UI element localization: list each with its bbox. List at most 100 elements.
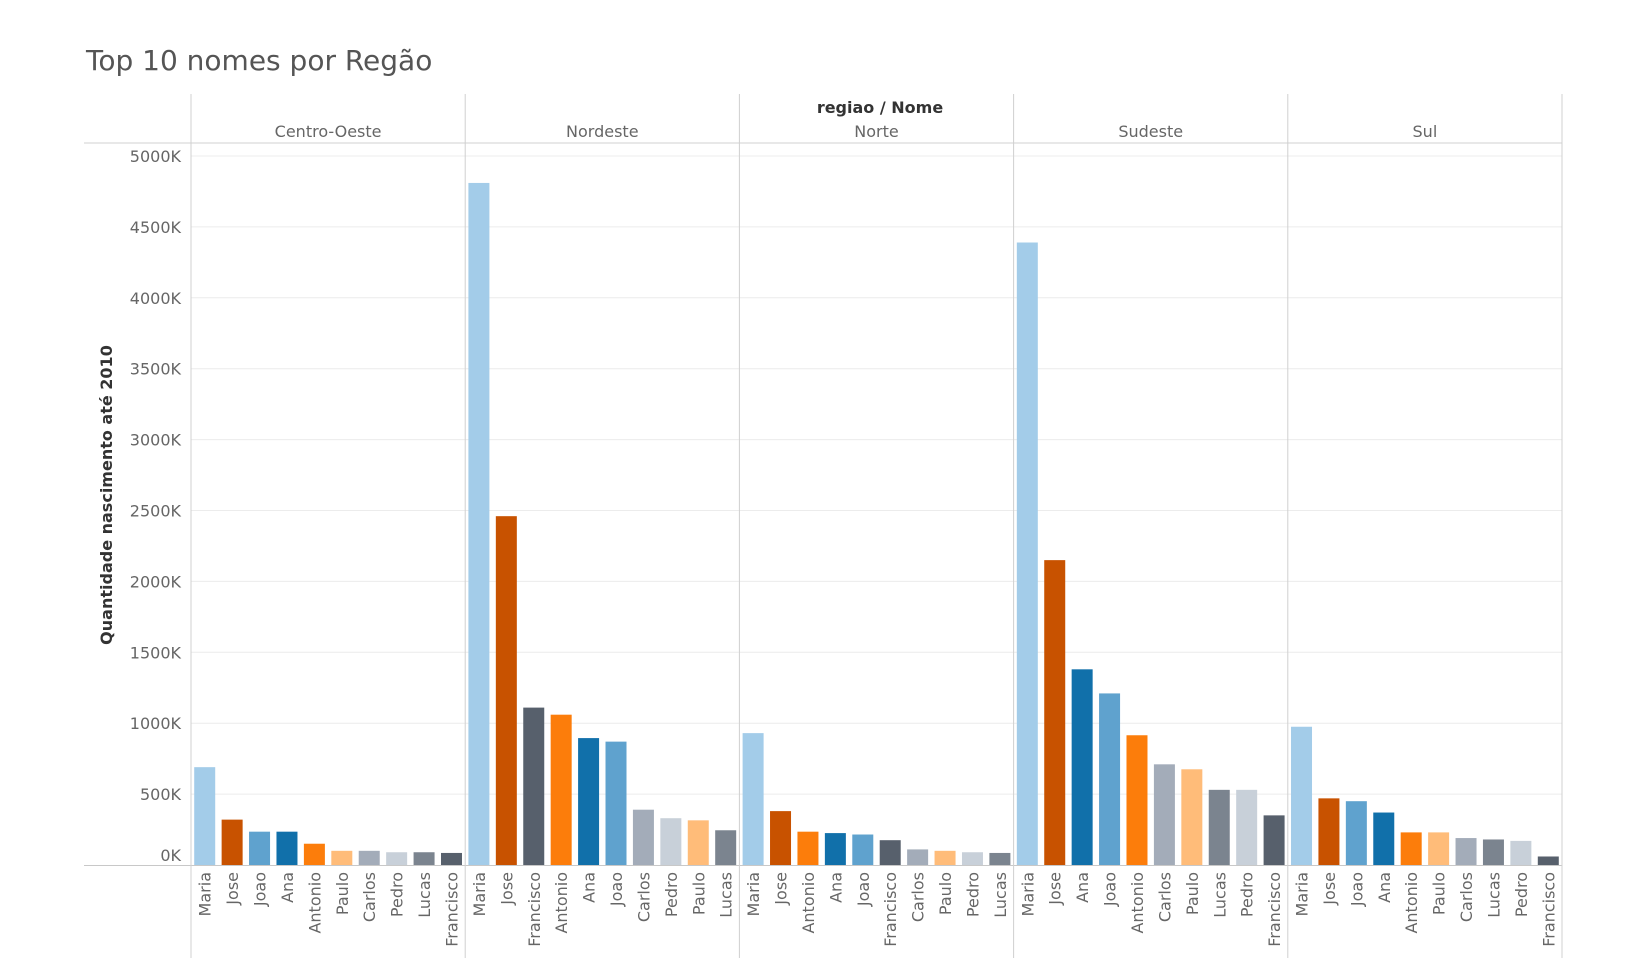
bar [386,852,408,865]
bar [1126,735,1148,865]
x-tick-label: Lucas [991,872,1010,918]
bar [989,852,1011,865]
bar [523,707,545,865]
bar [1181,769,1203,865]
panel-label: Sudeste [1118,122,1183,141]
x-tick-label: Antonio [1402,872,1421,934]
x-tick-label: Antonio [552,872,571,934]
chart-title: Top 10 nomes por Regão [86,44,433,77]
y-tick-label: 4000K [130,289,182,308]
bar [660,818,682,865]
y-tick-label: 2000K [130,572,182,591]
x-tick-label: Joao [854,872,873,907]
x-tick-label: Francisco [442,872,461,947]
bar [632,809,654,865]
y-tick-label: 500K [140,785,182,804]
y-axis: 0K 500K 1000K 1500K 2000K 2500K 3000K 3500K 4000… [130,147,182,865]
panel-label: Sul [1413,122,1438,141]
x-tick-label: Francisco [881,872,900,947]
bar [1510,840,1532,865]
x-tick-label: Antonio [799,872,818,934]
x-tick-label: Pedro [662,872,681,917]
bar [303,843,325,865]
x-tick-label: Maria [470,872,489,916]
x-tick-label: Paulo [689,872,708,915]
x-tick-label: Antonio [1128,872,1147,934]
bar [413,852,435,865]
bar [879,840,901,865]
x-tick-label: Joao [1347,872,1366,907]
x-tick-label: Francisco [1265,872,1284,947]
x-tick-label: Francisco [525,872,544,947]
y-tick-label: 4500K [130,218,182,237]
x-tick-label: Maria [1293,872,1312,916]
bar [221,819,243,865]
x-tick-label: Francisco [1539,872,1558,947]
x-tick-label: Carlos [1155,872,1174,922]
header-label: regiao / Nome [817,98,944,117]
bar [495,516,517,865]
bar [1208,789,1230,865]
x-tick-label: Paulo [1430,872,1449,915]
x-tick-label: Paulo [333,872,352,915]
bar [440,852,462,865]
x-tick-label: Paulo [1183,872,1202,915]
bar [331,850,353,865]
x-tick-label: Maria [744,872,763,916]
bar [934,850,956,865]
x-tick-label: Jose [1046,872,1065,906]
x-tick-label: Jose [1320,872,1339,906]
x-tick-label: Jose [497,872,516,906]
bar [1345,801,1367,865]
bar [1455,838,1477,865]
bar [1537,856,1559,865]
x-tick-label: Ana [278,872,297,903]
bar [1373,812,1395,865]
bar [715,830,737,865]
gridlines [191,155,1562,795]
y-tick-label: 1500K [130,643,182,662]
x-tick-label: Jose [223,872,242,906]
bar [907,849,929,865]
x-tick-label: Lucas [1210,872,1229,918]
bar [687,820,709,865]
bar [276,831,298,865]
bar [1291,726,1313,865]
x-tick-label: Pedro [1238,872,1257,917]
x-tick-label: Carlos [360,872,379,922]
x-tick-label: Antonio [305,872,324,934]
x-tick-label: Lucas [415,872,434,918]
y-tick-label: 2500K [130,502,182,521]
y-tick-label: 5000K [130,147,182,166]
x-tick-label: Pedro [963,872,982,917]
bar [770,811,792,865]
y-tick-label: 3000K [130,431,182,450]
bar [1016,242,1038,866]
bar [249,831,271,865]
labels: Centro-Oeste Maria Jose Joao Ana Antonio Paulo… [196,122,1559,947]
bar [550,714,572,865]
x-tick-label: Carlos [1457,872,1476,922]
bar [578,738,600,865]
x-tick-label: Ana [580,872,599,903]
panel-label: Nordeste [566,122,639,141]
y-tick-label: 3500K [130,360,182,379]
x-tick-label: Maria [1018,872,1037,916]
x-tick-label: Ana [1375,872,1394,903]
x-tick-label: Lucas [717,872,736,918]
bar [1482,839,1504,865]
x-tick-label: Ana [826,872,845,903]
x-tick-label: Joao [607,872,626,907]
x-tick-label: Carlos [634,872,653,922]
bar [605,741,627,865]
chart-frame [84,94,1563,958]
bar [194,767,216,865]
y-tick-label: 0K [160,846,181,865]
bar [797,831,819,865]
x-tick-label: Paulo [936,872,955,915]
bar [1071,669,1093,865]
bar [852,834,874,865]
bar [1318,798,1340,865]
x-tick-label: Carlos [909,872,928,922]
